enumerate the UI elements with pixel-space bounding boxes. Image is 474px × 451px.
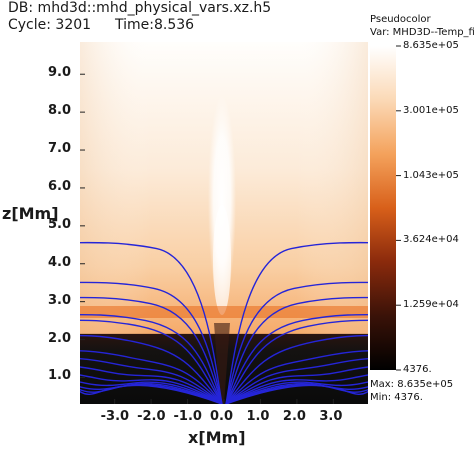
legend-min: Min: 4376. bbox=[370, 392, 423, 403]
time-label: Time:8.536 bbox=[115, 17, 195, 33]
x-tick-label: -1.0 bbox=[173, 409, 202, 424]
x-tick-label: 1.0 bbox=[246, 409, 270, 424]
colorbar bbox=[370, 46, 396, 370]
x-tick-label: 2.0 bbox=[282, 409, 306, 424]
field-line-13-left bbox=[80, 384, 223, 404]
field-line-11-left bbox=[80, 383, 223, 404]
field-line-4-right bbox=[225, 319, 368, 404]
field-line-5-left bbox=[80, 334, 223, 404]
field-line-6-right bbox=[225, 350, 368, 404]
y-tick-label: 2.0 bbox=[48, 330, 72, 346]
colorbar-tick-label: 4376. bbox=[403, 364, 432, 375]
field-line-8-left bbox=[80, 366, 223, 404]
field-line-0-left bbox=[80, 241, 223, 404]
field-line-2-left bbox=[80, 296, 223, 404]
field-line-2-right bbox=[225, 296, 368, 404]
field-line-12-right bbox=[225, 384, 368, 404]
field-line-0-right bbox=[225, 241, 368, 404]
field-line-13-right bbox=[225, 384, 368, 404]
field-line-6-left bbox=[80, 350, 223, 404]
field-line-8-right bbox=[225, 366, 368, 404]
field-line-9-right bbox=[225, 374, 368, 404]
field-line-1-left bbox=[80, 281, 223, 404]
field-line-12-left bbox=[80, 384, 223, 404]
database-name: DB: mhd3d::mhd_physical_vars.xz.h5 bbox=[8, 0, 272, 16]
y-tick-label: 3.0 bbox=[48, 292, 72, 308]
field-line-7-left bbox=[80, 357, 223, 404]
legend-title: Pseudocolor bbox=[370, 14, 431, 25]
field-line-10-left bbox=[80, 381, 223, 404]
heatmap-field bbox=[80, 42, 368, 404]
y-tick-label: 6.0 bbox=[48, 178, 72, 194]
field-line-4-left bbox=[80, 319, 223, 404]
cycle-label: Cycle: 3201 bbox=[8, 17, 92, 33]
x-tick-label: 3.0 bbox=[319, 409, 343, 424]
field-line-11-right bbox=[225, 383, 368, 404]
colorbar-tick-label: 3.001e+05 bbox=[403, 104, 459, 116]
field-line-5-right bbox=[225, 334, 368, 404]
x-tick-label: 0.0 bbox=[210, 409, 234, 424]
field-line-3-right bbox=[225, 313, 368, 404]
magnetic-field-lines bbox=[80, 241, 368, 404]
y-tick-label: 8.0 bbox=[48, 103, 72, 119]
colorbar-tick-label: 8.635e+05 bbox=[403, 40, 459, 51]
field-line-3-left bbox=[80, 313, 223, 404]
field-line-1-right bbox=[225, 281, 368, 404]
y-tick-label: 1.0 bbox=[48, 368, 72, 384]
x-axis-label: x[Mm] bbox=[188, 428, 246, 447]
colorbar-tick-label: 3.624e+04 bbox=[403, 234, 459, 246]
field-line-7-right bbox=[225, 357, 368, 404]
legend-max: Max: 8.635e+05 bbox=[370, 379, 454, 390]
y-tick-label: 4.0 bbox=[48, 254, 72, 270]
y-tick-label: 5.0 bbox=[48, 216, 72, 232]
y-axis-label: z[Mm] bbox=[2, 204, 59, 223]
colorbar-tick-label: 1.259e+04 bbox=[403, 299, 459, 311]
y-tick-label: 9.0 bbox=[48, 65, 72, 81]
colorbar-tick-label: 1.043e+05 bbox=[403, 169, 459, 181]
y-tick-label: 7.0 bbox=[48, 141, 72, 157]
x-tick-label: -3.0 bbox=[100, 409, 130, 424]
legend-variable: Var: MHD3D--Temp_fis bbox=[370, 27, 474, 38]
x-tick-label: -2.0 bbox=[137, 409, 166, 424]
field-line-9-left bbox=[80, 374, 223, 404]
field-line-10-right bbox=[225, 381, 368, 404]
